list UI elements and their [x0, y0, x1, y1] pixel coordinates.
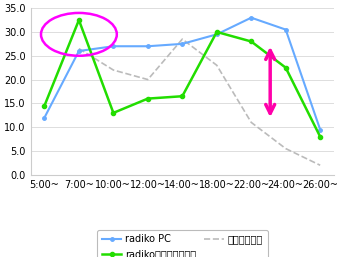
radiko PC [249, 16, 253, 19]
地上波ラジオ [77, 47, 81, 50]
地上波ラジオ [284, 147, 288, 150]
radikoスマートフォン [146, 97, 150, 100]
radiko PC [77, 49, 81, 52]
地上波ラジオ [215, 64, 219, 67]
radikoスマートフォン [215, 30, 219, 33]
radiko PC [146, 45, 150, 48]
radiko PC [215, 33, 219, 36]
radikoスマートフォン [284, 66, 288, 69]
radikoスマートフォン [318, 135, 322, 138]
地上波ラジオ [249, 121, 253, 124]
radiko PC [284, 28, 288, 31]
Line: radiko PC: radiko PC [43, 16, 322, 131]
radikoスマートフォン [180, 95, 184, 98]
地上波ラジオ [146, 78, 150, 81]
radiko PC [180, 42, 184, 45]
地上波ラジオ [111, 69, 116, 72]
radikoスマートフォン [111, 111, 116, 114]
Legend: radiko PC, radikoスマートフォン, 地上波ラジオ: radiko PC, radikoスマートフォン, 地上波ラジオ [97, 230, 268, 257]
radikoスマートフォン [249, 40, 253, 43]
Line: radikoスマートフォン: radikoスマートフォン [42, 18, 322, 139]
地上波ラジオ [180, 38, 184, 41]
radiko PC [318, 128, 322, 131]
radiko PC [42, 116, 46, 119]
地上波ラジオ [318, 164, 322, 167]
radiko PC [111, 45, 116, 48]
radikoスマートフォン [77, 19, 81, 22]
radikoスマートフォン [42, 104, 46, 107]
Line: 地上波ラジオ: 地上波ラジオ [79, 39, 320, 165]
